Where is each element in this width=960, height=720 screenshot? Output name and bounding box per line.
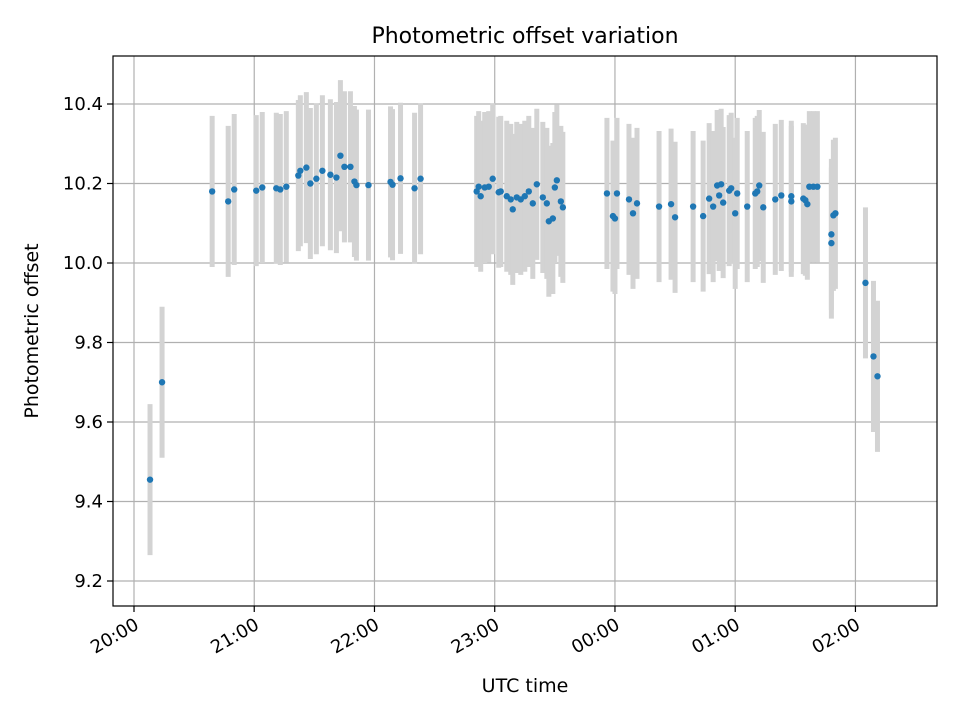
data-point (333, 174, 340, 181)
data-point (756, 182, 763, 189)
y-tick-label: 9.2 (74, 571, 103, 592)
data-point (549, 215, 557, 222)
data-point (224, 198, 232, 205)
data-point (828, 231, 835, 238)
data-point (671, 214, 679, 221)
data-point (633, 200, 641, 207)
data-point (862, 279, 869, 287)
data-point (874, 373, 881, 380)
y-axis-label: Photometric offset (21, 243, 43, 418)
data-point (489, 175, 496, 182)
data-point (629, 210, 637, 217)
data-point (689, 203, 697, 210)
data-point (699, 212, 707, 220)
data-point (655, 203, 663, 210)
data-point (625, 196, 633, 203)
data-point (772, 196, 779, 203)
data-point (559, 204, 567, 211)
data-point (353, 181, 360, 189)
data-point (297, 167, 304, 174)
data-point (507, 196, 514, 203)
data-point (709, 203, 717, 210)
x-axis-label: UTC time (482, 675, 569, 697)
data-point (788, 198, 795, 205)
data-point (525, 188, 532, 195)
data-point (389, 181, 396, 188)
data-point (814, 183, 821, 190)
data-point (529, 200, 536, 207)
data-point (732, 210, 739, 217)
data-point (231, 186, 238, 193)
data-point (744, 203, 751, 210)
data-point (719, 199, 727, 206)
data-point (715, 192, 723, 199)
data-point (341, 163, 348, 171)
y-tick-label: 10.2 (63, 174, 103, 195)
y-axis-ticks: 9.2 9.4 9.6 9.8 10.0 10.2 10.4 (63, 94, 113, 592)
data-point (521, 193, 528, 200)
data-point (667, 200, 675, 208)
data-point (277, 186, 284, 193)
data-point (283, 183, 290, 190)
data-point (475, 183, 482, 190)
y-tick-label: 9.6 (74, 412, 103, 433)
data-point (551, 184, 559, 191)
data-point (734, 190, 741, 197)
data-point (417, 175, 424, 182)
data-point (828, 239, 835, 247)
data-point (509, 206, 516, 213)
data-point (146, 476, 154, 483)
data-point (557, 198, 565, 205)
data-point (832, 210, 839, 217)
chart-title: Photometric offset variation (371, 24, 678, 49)
y-tick-label: 10.4 (63, 94, 103, 115)
data-point (365, 181, 372, 189)
data-point (497, 188, 504, 195)
data-point (870, 353, 877, 360)
data-point (778, 192, 785, 199)
data-point (603, 190, 611, 197)
data-point (754, 188, 761, 195)
data-point (717, 181, 725, 188)
data-point (477, 193, 484, 200)
y-tick-label: 10.0 (63, 253, 103, 274)
data-point (543, 200, 551, 207)
data-point (553, 177, 561, 184)
data-point (613, 190, 621, 197)
data-points (146, 152, 881, 483)
data-point (337, 152, 344, 159)
data-point (611, 215, 619, 222)
data-point (208, 188, 216, 195)
plot-frame (112, 55, 938, 607)
y-tick-label: 9.8 (74, 333, 103, 354)
data-point (327, 171, 334, 178)
data-point (397, 175, 404, 182)
data-point (313, 175, 320, 182)
data-point (727, 185, 735, 192)
y-tick-label: 9.4 (74, 492, 103, 513)
data-point (411, 185, 418, 192)
data-point (253, 187, 260, 194)
data-point (760, 204, 767, 211)
data-point (705, 195, 713, 202)
data-point (533, 181, 541, 188)
data-point (303, 164, 310, 171)
data-point (539, 194, 547, 201)
data-point (347, 163, 354, 171)
data-point (259, 184, 266, 191)
data-point (158, 379, 166, 386)
data-point (788, 193, 795, 200)
data-point (319, 167, 326, 174)
data-point (804, 200, 811, 208)
data-point (485, 183, 492, 190)
data-point (307, 180, 314, 187)
